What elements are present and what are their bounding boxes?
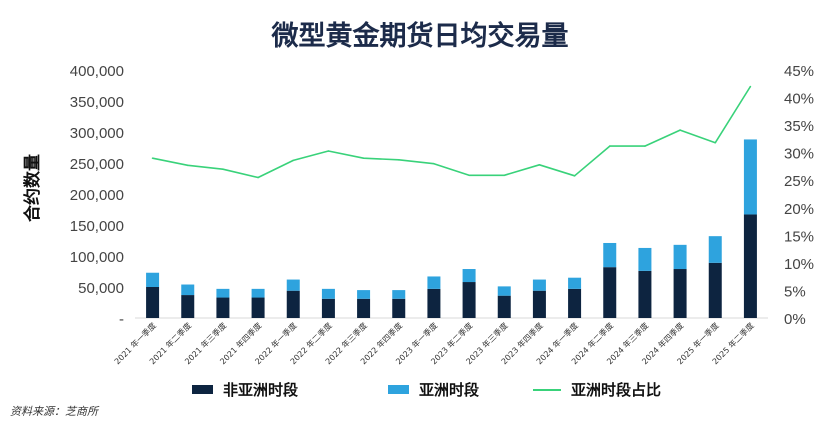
bar-asia <box>427 276 441 289</box>
bar-non-asia <box>181 295 195 318</box>
bar-non-asia <box>251 297 265 318</box>
right-tick-label: 10% <box>784 256 814 273</box>
bar-asia <box>357 290 371 299</box>
bar-asia <box>146 272 160 287</box>
right-tick-label: 35% <box>784 118 814 135</box>
bar-asia <box>216 288 230 298</box>
legend-item-asia-share: 亚洲时段占比 <box>533 379 661 400</box>
legend-swatch-non-asia <box>192 385 213 394</box>
bar-non-asia <box>638 270 652 318</box>
asia-share-point <box>468 174 470 177</box>
bar-asia <box>462 269 476 283</box>
bars-layer <box>146 139 757 318</box>
left-axis-ticks: - 50,000 100,000 150,000 200,000 250,000 300,0… <box>70 63 124 328</box>
right-tick-label: 15% <box>784 228 814 245</box>
asia-share-point <box>503 174 506 177</box>
line-layer <box>151 85 752 179</box>
y-axis-label: 合约数量 <box>22 154 43 222</box>
asia-share-point <box>257 176 259 179</box>
left-tick-label: 200,000 <box>70 187 124 204</box>
legend-label-asia-share: 亚洲时段占比 <box>571 381 662 399</box>
right-tick-label: 5% <box>784 283 806 300</box>
asia-share-point <box>397 159 400 161</box>
bar-asia <box>251 288 265 298</box>
left-tick-label: 100,000 <box>70 249 124 266</box>
left-tick-label: 150,000 <box>70 218 124 235</box>
bar-asia <box>708 236 722 263</box>
bar-non-asia <box>497 295 511 318</box>
right-tick-label: 45% <box>784 63 814 80</box>
bar-non-asia <box>603 267 617 318</box>
right-tick-label: 20% <box>784 201 814 218</box>
legend-swatch-asia-share <box>533 388 561 391</box>
bar-asia <box>673 244 687 270</box>
asia-share-point <box>433 162 435 165</box>
bar-asia <box>497 286 511 296</box>
bar-asia <box>321 288 335 299</box>
legend-label-non-asia: 非亚洲时段 <box>223 381 299 399</box>
asia-share-point <box>608 145 611 147</box>
bar-asia <box>638 247 652 271</box>
left-tick-label: 350,000 <box>70 94 124 111</box>
bar-non-asia <box>532 290 546 318</box>
right-tick-label: 25% <box>784 173 814 190</box>
asia-share-point <box>222 168 224 170</box>
bar-asia <box>532 279 546 291</box>
asia-share-point <box>327 150 330 152</box>
asia-share-point <box>714 141 717 144</box>
asia-share-point <box>749 85 752 88</box>
asia-share-point <box>362 157 365 159</box>
left-tick-label: 250,000 <box>70 156 124 173</box>
legend-item-asia: 亚洲时段 <box>388 379 479 400</box>
legend-swatch-asia <box>388 385 409 394</box>
asia-share-line <box>152 86 752 179</box>
asia-share-point <box>292 159 295 162</box>
asia-share-point <box>679 129 681 131</box>
bar-non-asia <box>743 214 757 318</box>
bar-non-asia <box>673 269 687 318</box>
right-tick-label: 40% <box>784 91 814 108</box>
asia-share-point <box>186 164 189 167</box>
bar-non-asia <box>568 288 582 318</box>
bar-asia <box>181 284 195 296</box>
bar-non-asia <box>146 287 160 318</box>
asia-share-point <box>538 163 541 166</box>
bar-non-asia <box>321 298 335 318</box>
right-tick-label: 0% <box>784 311 806 328</box>
bar-non-asia <box>286 290 300 318</box>
bar-asia <box>392 290 406 299</box>
right-tick-label: 30% <box>784 146 814 163</box>
bar-asia <box>568 277 582 289</box>
right-axis-ticks: 0% 5% 10% 15% 20% 25% 30% 35% 40% 45% <box>784 63 814 328</box>
left-tick-label: 50,000 <box>78 280 124 297</box>
bar-non-asia <box>216 297 230 318</box>
bar-asia <box>743 139 757 215</box>
asia-share-point <box>151 157 154 159</box>
bar-non-asia <box>462 282 476 318</box>
bar-non-asia <box>427 288 441 318</box>
left-tick-label: 300,000 <box>70 125 124 142</box>
bar-non-asia <box>357 298 371 318</box>
left-tick-label: - <box>119 311 124 328</box>
bar-non-asia <box>708 262 722 318</box>
bar-asia <box>286 279 300 291</box>
asia-share-point <box>644 145 646 147</box>
left-tick-label: 400,000 <box>70 63 124 80</box>
bar-asia <box>603 242 617 268</box>
legend-label-asia: 亚洲时段 <box>419 381 480 399</box>
legend-item-non-asia: 非亚洲时段 <box>192 379 298 400</box>
chart-title: 微型黄金期货日均交易量 <box>271 21 569 52</box>
asia-share-point <box>573 175 576 177</box>
source-note: 资料来源：芝商所 <box>10 405 98 418</box>
bar-non-asia <box>392 298 406 318</box>
